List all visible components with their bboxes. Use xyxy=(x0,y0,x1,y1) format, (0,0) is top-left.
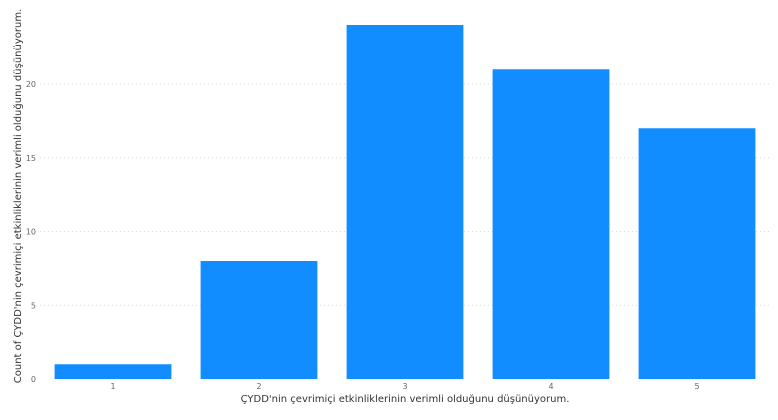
y-tick-label: 0 xyxy=(31,375,36,384)
y-axis-ticks: 0 5 10 15 20 xyxy=(26,80,36,384)
x-axis-title: ÇYDD'nin çevrimiçi etkinliklerinin verim… xyxy=(241,393,570,405)
x-tick-label: 1 xyxy=(110,382,115,391)
bar[interactable] xyxy=(346,25,464,379)
x-tick-label: 4 xyxy=(548,382,553,391)
x-axis-ticks: 1 2 3 4 5 xyxy=(110,382,699,391)
y-tick-label: 15 xyxy=(26,154,36,163)
x-tick-label: 2 xyxy=(256,382,261,391)
y-tick-label: 20 xyxy=(26,80,36,89)
y-tick-label: 5 xyxy=(31,301,36,310)
bar[interactable] xyxy=(200,261,318,379)
bar[interactable] xyxy=(638,128,756,379)
bars xyxy=(54,25,756,379)
x-tick-label: 5 xyxy=(694,382,699,391)
bar[interactable] xyxy=(492,69,610,379)
y-axis-title: Count of ÇYDD'nin çevrimiçi etkinlikleri… xyxy=(12,9,24,383)
x-tick-label: 3 xyxy=(402,382,407,391)
bar[interactable] xyxy=(54,364,172,379)
y-tick-label: 10 xyxy=(26,228,36,237)
